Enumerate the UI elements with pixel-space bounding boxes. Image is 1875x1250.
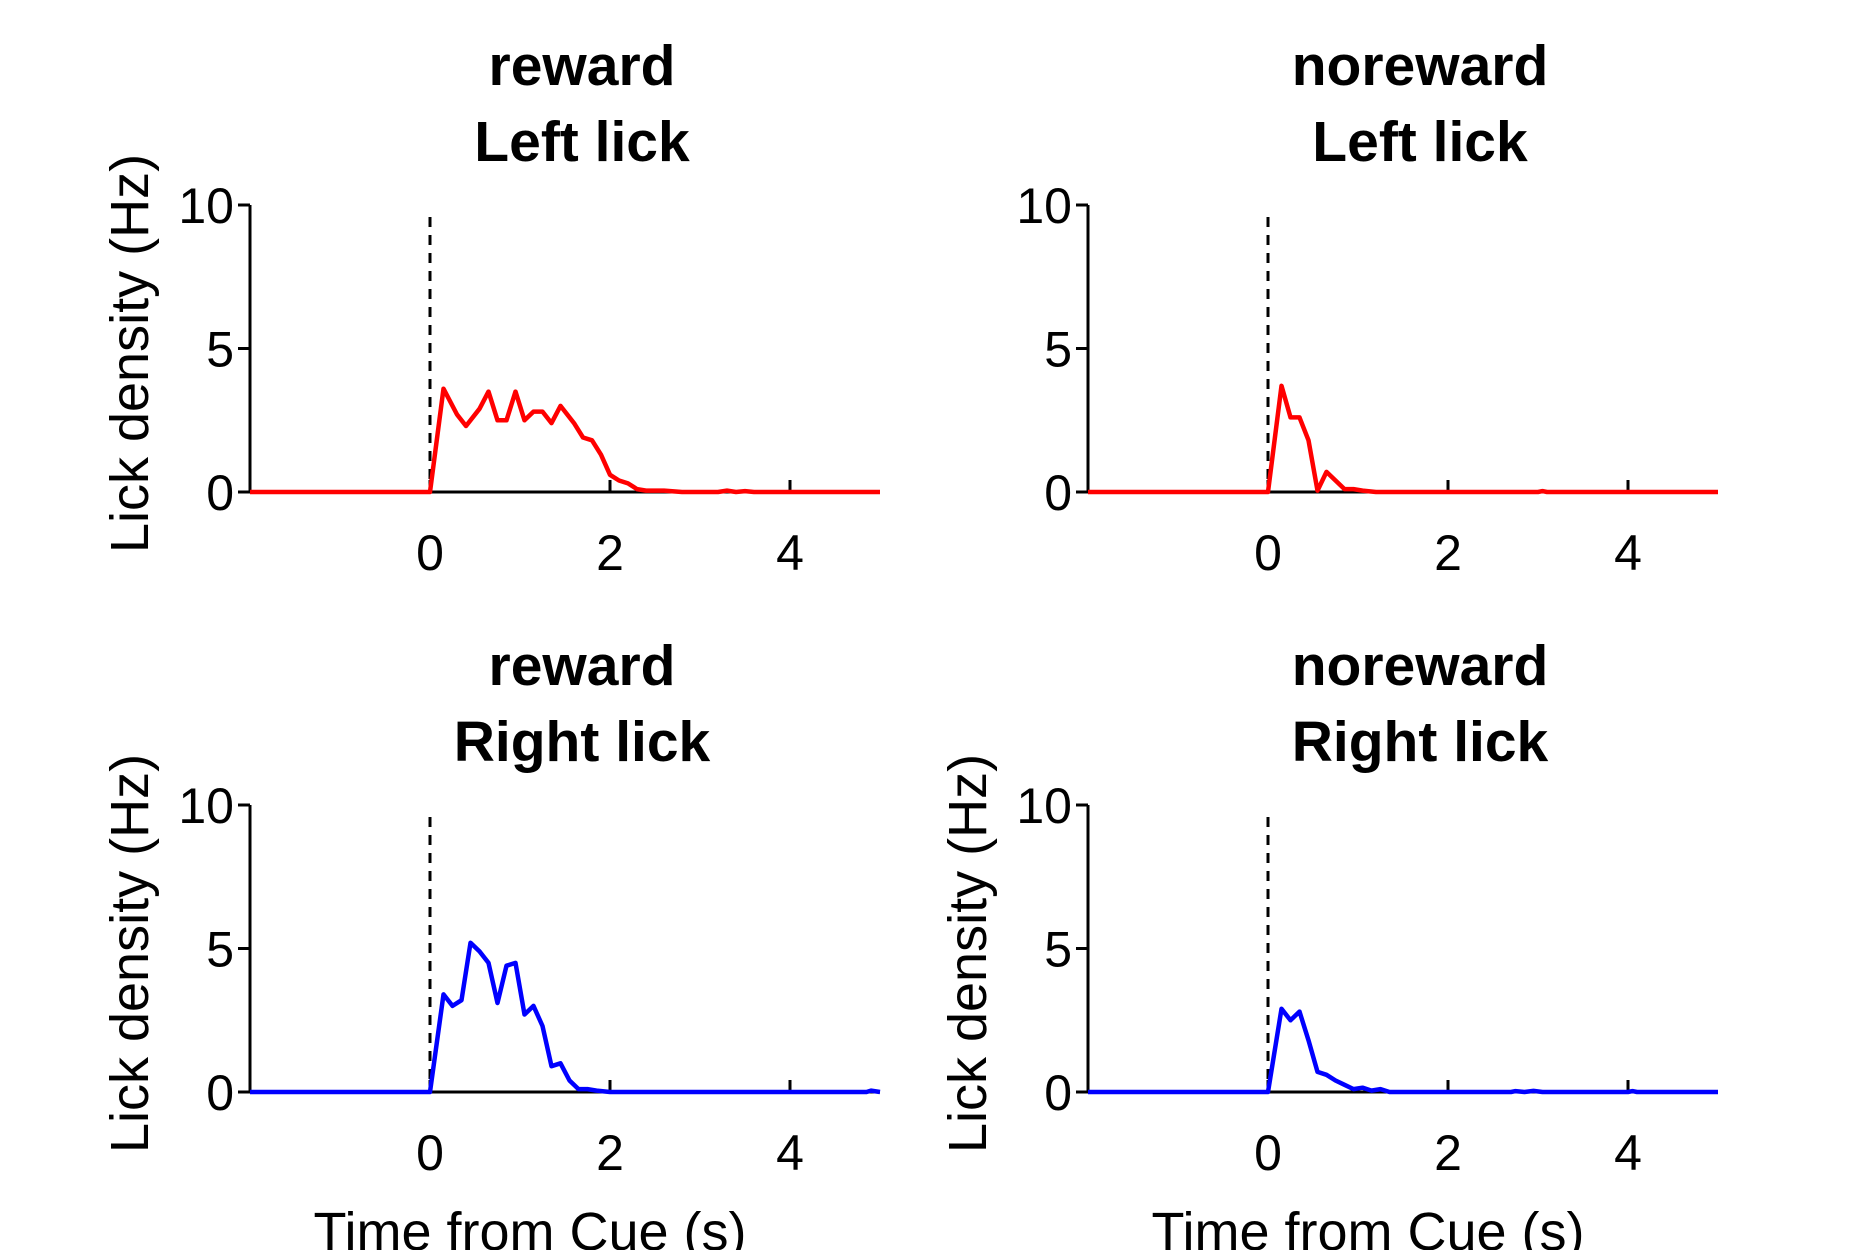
y-tick-label: 10 [178, 778, 234, 834]
panel-title-condition: noreward [1292, 634, 1549, 698]
x-tick-label: 4 [1614, 525, 1642, 581]
x-tick-label: 4 [776, 1125, 804, 1181]
y-tick-label: 10 [1016, 178, 1072, 234]
y-tick-label: 5 [206, 322, 234, 378]
x-tick-label: 4 [1614, 1125, 1642, 1181]
lick-density-series-line [1088, 1006, 1718, 1095]
lick-density-series-line [1088, 383, 1718, 495]
panel-title-lick-side: Left lick [1312, 110, 1528, 174]
panel-title-condition: reward [489, 634, 676, 698]
x-axis-label: Time from Cue (s) [1151, 1202, 1584, 1250]
y-tick-label: 5 [206, 922, 234, 978]
y-tick-label: 0 [1044, 1065, 1072, 1121]
x-axis-label: Time from Cue (s) [313, 1202, 746, 1250]
x-tick-label: 0 [1254, 1125, 1282, 1181]
panel-title-lick-side: Right lick [1292, 710, 1549, 774]
y-tick-label: 5 [1044, 322, 1072, 378]
x-tick-label: 2 [596, 525, 624, 581]
y-tick-label: 0 [1044, 465, 1072, 521]
y-axis-label: Lick density (Hz) [100, 154, 160, 553]
y-tick-label: 0 [206, 1065, 234, 1121]
x-tick-label: 0 [1254, 525, 1282, 581]
lick-density-series-line [250, 940, 881, 1095]
y-tick-label: 5 [1044, 922, 1072, 978]
chart-panel: reward Left lick 0 5 10 0 2 4 Lick density (Hz) [100, 34, 880, 581]
x-tick-label: 0 [416, 525, 444, 581]
x-tick-label: 0 [416, 1125, 444, 1181]
chart-panel: reward Right lick 0 5 10 0 2 4 Lick density (Hz)… [100, 634, 881, 1250]
x-tick-label: 2 [1434, 1125, 1462, 1181]
x-tick-label: 2 [1434, 525, 1462, 581]
y-tick-label: 10 [178, 178, 234, 234]
chart-panel: noreward Right lick 0 5 10 0 2 4 Lick density (H… [938, 634, 1718, 1250]
lick-density-series-line [250, 386, 880, 495]
panel-title-lick-side: Left lick [474, 110, 690, 174]
panel-title-lick-side: Right lick [454, 710, 711, 774]
x-tick-label: 2 [596, 1125, 624, 1181]
x-tick-label: 4 [776, 525, 804, 581]
y-tick-label: 0 [206, 465, 234, 521]
panel-title-condition: reward [489, 34, 676, 98]
chart-panel: noreward Left lick 0 5 10 0 2 4 [1016, 34, 1718, 581]
y-axis-label: Lick density (Hz) [100, 754, 160, 1153]
y-axis-label: Lick density (Hz) [938, 754, 998, 1153]
panel-title-condition: noreward [1292, 34, 1549, 98]
y-tick-label: 10 [1016, 778, 1072, 834]
